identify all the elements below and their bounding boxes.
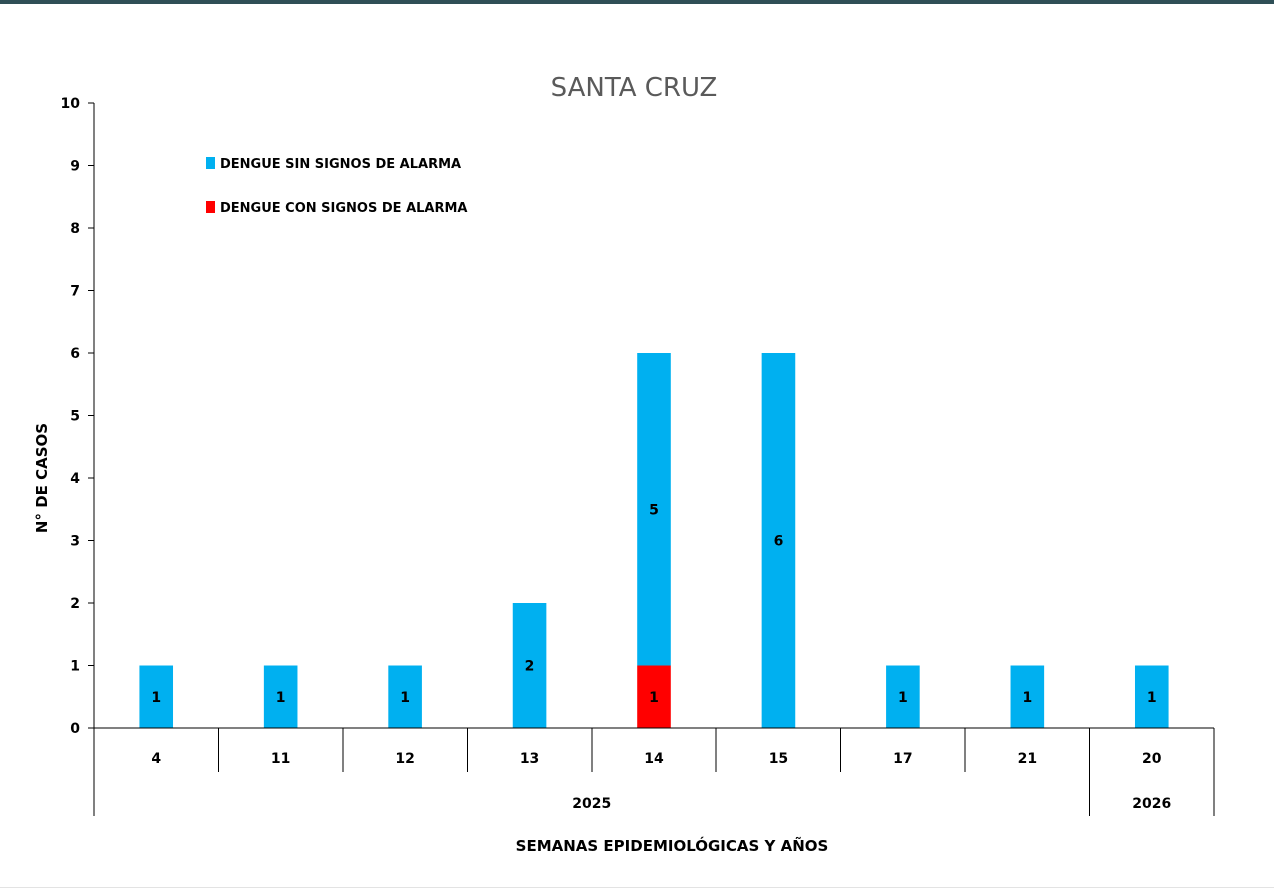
y-tick-label: 2: [70, 596, 80, 612]
y-tick-label: 4: [70, 471, 80, 487]
y-tick-label: 10: [61, 96, 81, 112]
bar-segment: [637, 665, 671, 728]
x-tick-label: 17: [893, 751, 912, 767]
x-axis-title: SEMANAS EPIDEMIOLÓGICAS Y AÑOS: [516, 836, 829, 855]
data-label: 6: [774, 534, 784, 550]
bars: 1 1 1 2 1 5 6 1 1 1: [139, 353, 1169, 728]
bar-segment: [1134, 665, 1169, 728]
bar-segment: [761, 353, 796, 728]
y-tick-label: 3: [70, 534, 80, 550]
y-tick-label: 9: [70, 159, 80, 175]
window-top-border: [0, 0, 1274, 4]
y-axis: 0 1 2 3 4 5 6 7 8 9 10: [61, 96, 95, 737]
data-label: 1: [1022, 690, 1032, 706]
chart-title: SANTA CRUZ: [551, 73, 718, 103]
bottom-divider: [0, 887, 1274, 888]
y-tick-label: 8: [70, 221, 80, 237]
bar-segment: [263, 665, 298, 728]
x-tick-label: 11: [271, 751, 290, 767]
x-tick-label: 21: [1018, 751, 1037, 767]
y-tick-label: 5: [70, 409, 80, 425]
data-label: 2: [525, 659, 535, 675]
bar-segment: [388, 665, 422, 728]
y-tick-label: 0: [70, 721, 80, 737]
x-axis: 4 11 12 13 14 15 17 21 20 2025 2026: [93, 727, 1215, 816]
legend-swatch: [206, 157, 215, 169]
y-axis-title: N° DE CASOS: [33, 423, 51, 533]
legend-label: DENGUE SIN SIGNOS DE ALARMA: [220, 157, 461, 172]
data-label: 5: [649, 502, 659, 518]
data-label: 1: [151, 690, 161, 706]
data-label: 1: [649, 690, 659, 706]
x-tick-label: 13: [520, 751, 539, 767]
bar-segment: [139, 665, 174, 728]
bar-segment: [1010, 665, 1045, 728]
x-tick-label: 12: [395, 751, 414, 767]
data-label: 1: [1147, 690, 1157, 706]
legend-swatch: [206, 201, 215, 213]
x-group-label: 2026: [1132, 796, 1171, 812]
x-group-label: 2025: [572, 796, 611, 812]
x-tick-label: 4: [151, 751, 161, 767]
bar-segment: [886, 665, 920, 728]
y-tick-label: 7: [70, 284, 80, 300]
x-tick-label: 15: [769, 751, 788, 767]
data-label: 1: [898, 690, 908, 706]
bar-segment: [512, 603, 547, 728]
data-label: 1: [400, 690, 410, 706]
x-tick-label: 20: [1142, 751, 1162, 767]
y-tick-label: 6: [70, 346, 80, 362]
bar-segment: [637, 353, 671, 666]
data-label: 1: [276, 690, 286, 706]
y-tick-label: 1: [70, 659, 80, 675]
x-tick-label: 14: [644, 751, 664, 767]
legend-label: DENGUE CON SIGNOS DE ALARMA: [220, 201, 467, 216]
legend: DENGUE SIN SIGNOS DE ALARMA DENGUE CON SI…: [206, 157, 467, 216]
